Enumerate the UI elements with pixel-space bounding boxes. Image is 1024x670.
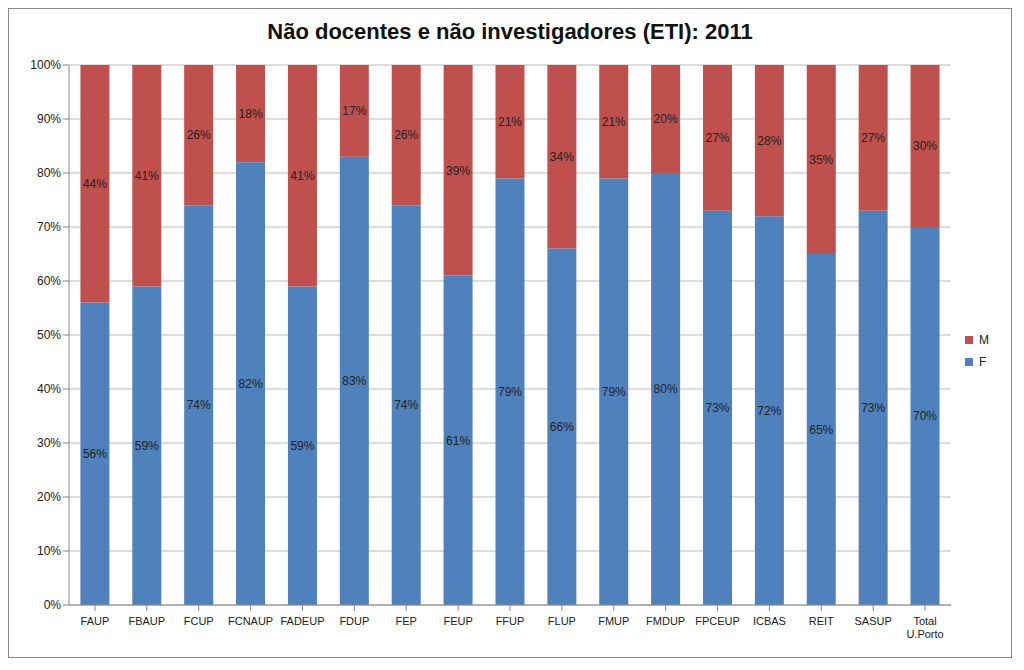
svg-text:83%: 83%	[342, 374, 366, 388]
svg-text:10%: 10%	[37, 544, 61, 558]
svg-text:30%: 30%	[37, 436, 61, 450]
svg-text:TotalU.Porto: TotalU.Porto	[906, 615, 943, 640]
svg-text:80%: 80%	[654, 382, 678, 396]
svg-text:FADEUP: FADEUP	[280, 615, 324, 627]
svg-text:21%: 21%	[498, 115, 522, 129]
svg-text:74%: 74%	[394, 398, 418, 412]
svg-text:59%: 59%	[135, 439, 159, 453]
svg-text:FBAUP: FBAUP	[128, 615, 165, 627]
svg-text:60%: 60%	[37, 274, 61, 288]
svg-text:66%: 66%	[550, 420, 574, 434]
svg-text:39%: 39%	[446, 164, 470, 178]
svg-text:26%: 26%	[187, 128, 211, 142]
svg-text:100%: 100%	[30, 58, 61, 72]
svg-text:FPCEUP: FPCEUP	[695, 615, 740, 627]
svg-text:FMUP: FMUP	[598, 615, 629, 627]
svg-text:41%: 41%	[135, 169, 159, 183]
svg-text:FFUP: FFUP	[496, 615, 525, 627]
svg-text:56%: 56%	[83, 447, 107, 461]
svg-text:27%: 27%	[705, 131, 729, 145]
svg-text:79%: 79%	[498, 385, 522, 399]
svg-text:18%: 18%	[239, 107, 263, 121]
html-text:F: F	[979, 355, 987, 369]
svg-text:ICBAS: ICBAS	[753, 615, 786, 627]
svg-text:70%: 70%	[37, 220, 61, 234]
svg-text:FEUP: FEUP	[443, 615, 472, 627]
svg-text:FMDUP: FMDUP	[646, 615, 685, 627]
svg-text:28%: 28%	[757, 134, 781, 148]
svg-text:30%: 30%	[913, 139, 937, 153]
svg-text:41%: 41%	[290, 169, 314, 183]
html-text:M: M	[979, 333, 989, 347]
svg-text:FEP: FEP	[396, 615, 417, 627]
svg-text:79%: 79%	[602, 385, 626, 399]
svg-text:74%: 74%	[187, 398, 211, 412]
svg-text:FAUP: FAUP	[81, 615, 110, 627]
svg-text:0%: 0%	[44, 598, 62, 612]
svg-text:17%: 17%	[342, 104, 366, 118]
svg-text:65%: 65%	[809, 423, 833, 437]
svg-text:90%: 90%	[37, 112, 61, 126]
svg-text:82%: 82%	[239, 377, 263, 391]
svg-text:34%: 34%	[550, 150, 574, 164]
svg-text:73%: 73%	[705, 401, 729, 415]
svg-text:27%: 27%	[861, 131, 885, 145]
svg-text:44%: 44%	[83, 177, 107, 191]
svg-text:80%: 80%	[37, 166, 61, 180]
svg-text:72%: 72%	[757, 404, 781, 418]
svg-text:FLUP: FLUP	[548, 615, 576, 627]
svg-text:35%: 35%	[809, 153, 833, 167]
svg-text:21%: 21%	[602, 115, 626, 129]
svg-text:20%: 20%	[654, 112, 678, 126]
svg-text:61%: 61%	[446, 434, 470, 448]
html-text:Não docentes e não investigado: Não docentes e não investigadores (ETI):…	[267, 19, 753, 44]
svg-text:50%: 50%	[37, 328, 61, 342]
svg-text:REIT: REIT	[809, 615, 834, 627]
svg-text:70%: 70%	[913, 409, 937, 423]
svg-text:20%: 20%	[37, 490, 61, 504]
svg-text:FDUP: FDUP	[339, 615, 369, 627]
svg-text:FCNAUP: FCNAUP	[228, 615, 273, 627]
svg-text:59%: 59%	[290, 439, 314, 453]
svg-text:FCUP: FCUP	[184, 615, 214, 627]
svg-text:26%: 26%	[394, 128, 418, 142]
svg-text:73%: 73%	[861, 401, 885, 415]
svg-text:40%: 40%	[37, 382, 61, 396]
svg-text:SASUP: SASUP	[855, 615, 892, 627]
